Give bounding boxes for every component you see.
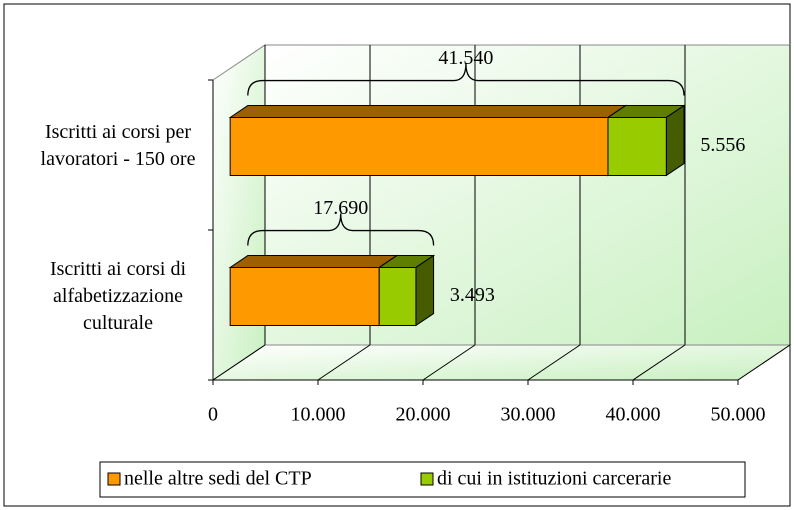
- x-tick-label: 0: [208, 404, 218, 426]
- bar-top: [228, 105, 628, 118]
- bar-side: [415, 254, 435, 327]
- legend-label: nelle altre sedi del CTP: [124, 468, 312, 490]
- x-tick-label: 10.000: [291, 404, 346, 426]
- x-tick-label: 50.000: [711, 404, 766, 426]
- data-label: 5.556: [700, 134, 745, 156]
- floor-grid-line: [632, 344, 686, 381]
- total-label: 17.690: [313, 197, 368, 219]
- floor-grid-line: [212, 344, 266, 381]
- y-tick-label: Iscritti ai corsi di alfabetizzazione cu…: [49, 257, 187, 334]
- floor-grid-line: [317, 344, 371, 381]
- bar: [229, 116, 609, 176]
- bar: [378, 266, 417, 326]
- brace: [247, 213, 435, 246]
- total-label: 41.540: [438, 47, 493, 69]
- brace: [247, 63, 685, 96]
- x-tick-label: 40.000: [606, 404, 661, 426]
- bar: [607, 116, 667, 176]
- bar: [229, 266, 380, 326]
- legend-swatch: [107, 472, 121, 486]
- floor-grid-line: [737, 344, 791, 381]
- floor-grid-line: [527, 344, 581, 381]
- bar-top: [228, 255, 399, 268]
- floor-grid-line: [422, 344, 476, 381]
- side-wall: [212, 44, 266, 381]
- legend-swatch: [420, 472, 434, 486]
- data-label: 3.493: [450, 284, 495, 306]
- floor: [211, 344, 792, 381]
- bar-side: [665, 104, 685, 177]
- y-tick-label: Iscritti ai corsi per lavoratori - 150 o…: [40, 121, 196, 170]
- x-tick-label: 30.000: [501, 404, 556, 426]
- legend-label: di cui in istituzioni carcerarie: [437, 468, 671, 490]
- x-tick-label: 20.000: [396, 404, 451, 426]
